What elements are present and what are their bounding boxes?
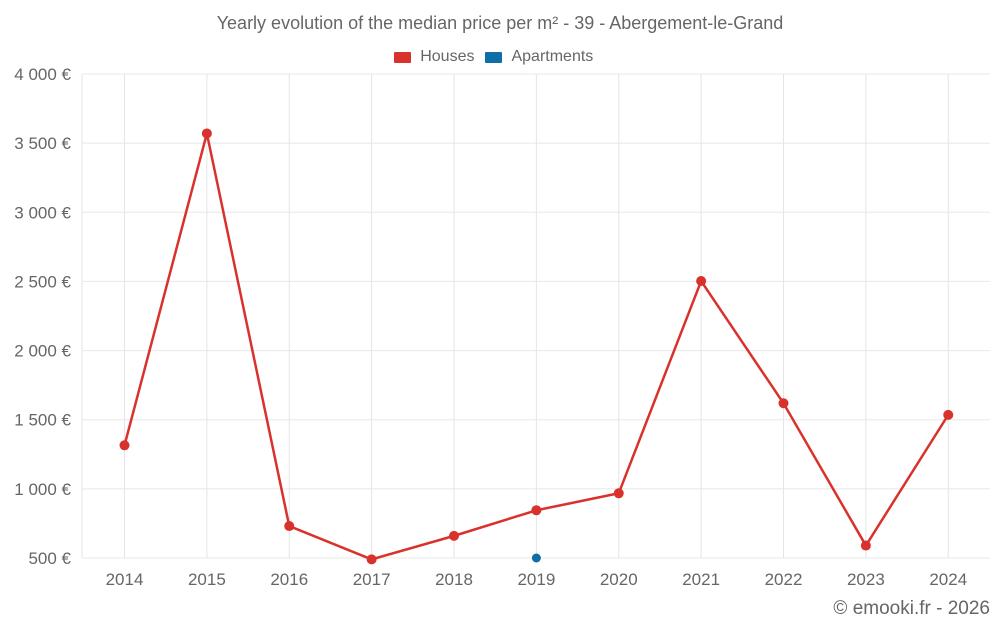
svg-text:3 000 €: 3 000 € (14, 203, 71, 222)
svg-text:2017: 2017 (353, 570, 391, 589)
svg-text:2016: 2016 (270, 570, 308, 589)
svg-text:2024: 2024 (929, 570, 967, 589)
svg-text:2015: 2015 (188, 570, 226, 589)
svg-text:2020: 2020 (600, 570, 638, 589)
svg-text:2022: 2022 (765, 570, 803, 589)
svg-text:2021: 2021 (682, 570, 720, 589)
svg-text:2 000 €: 2 000 € (14, 342, 71, 361)
svg-text:2019: 2019 (517, 570, 555, 589)
svg-text:2018: 2018 (435, 570, 473, 589)
svg-text:1 000 €: 1 000 € (14, 480, 71, 499)
svg-text:3 500 €: 3 500 € (14, 134, 71, 153)
svg-text:2014: 2014 (106, 570, 144, 589)
svg-text:500 €: 500 € (28, 549, 71, 568)
svg-text:2023: 2023 (847, 570, 885, 589)
svg-text:4 000 €: 4 000 € (14, 65, 71, 84)
svg-text:2 500 €: 2 500 € (14, 272, 71, 291)
svg-text:1 500 €: 1 500 € (14, 411, 71, 430)
